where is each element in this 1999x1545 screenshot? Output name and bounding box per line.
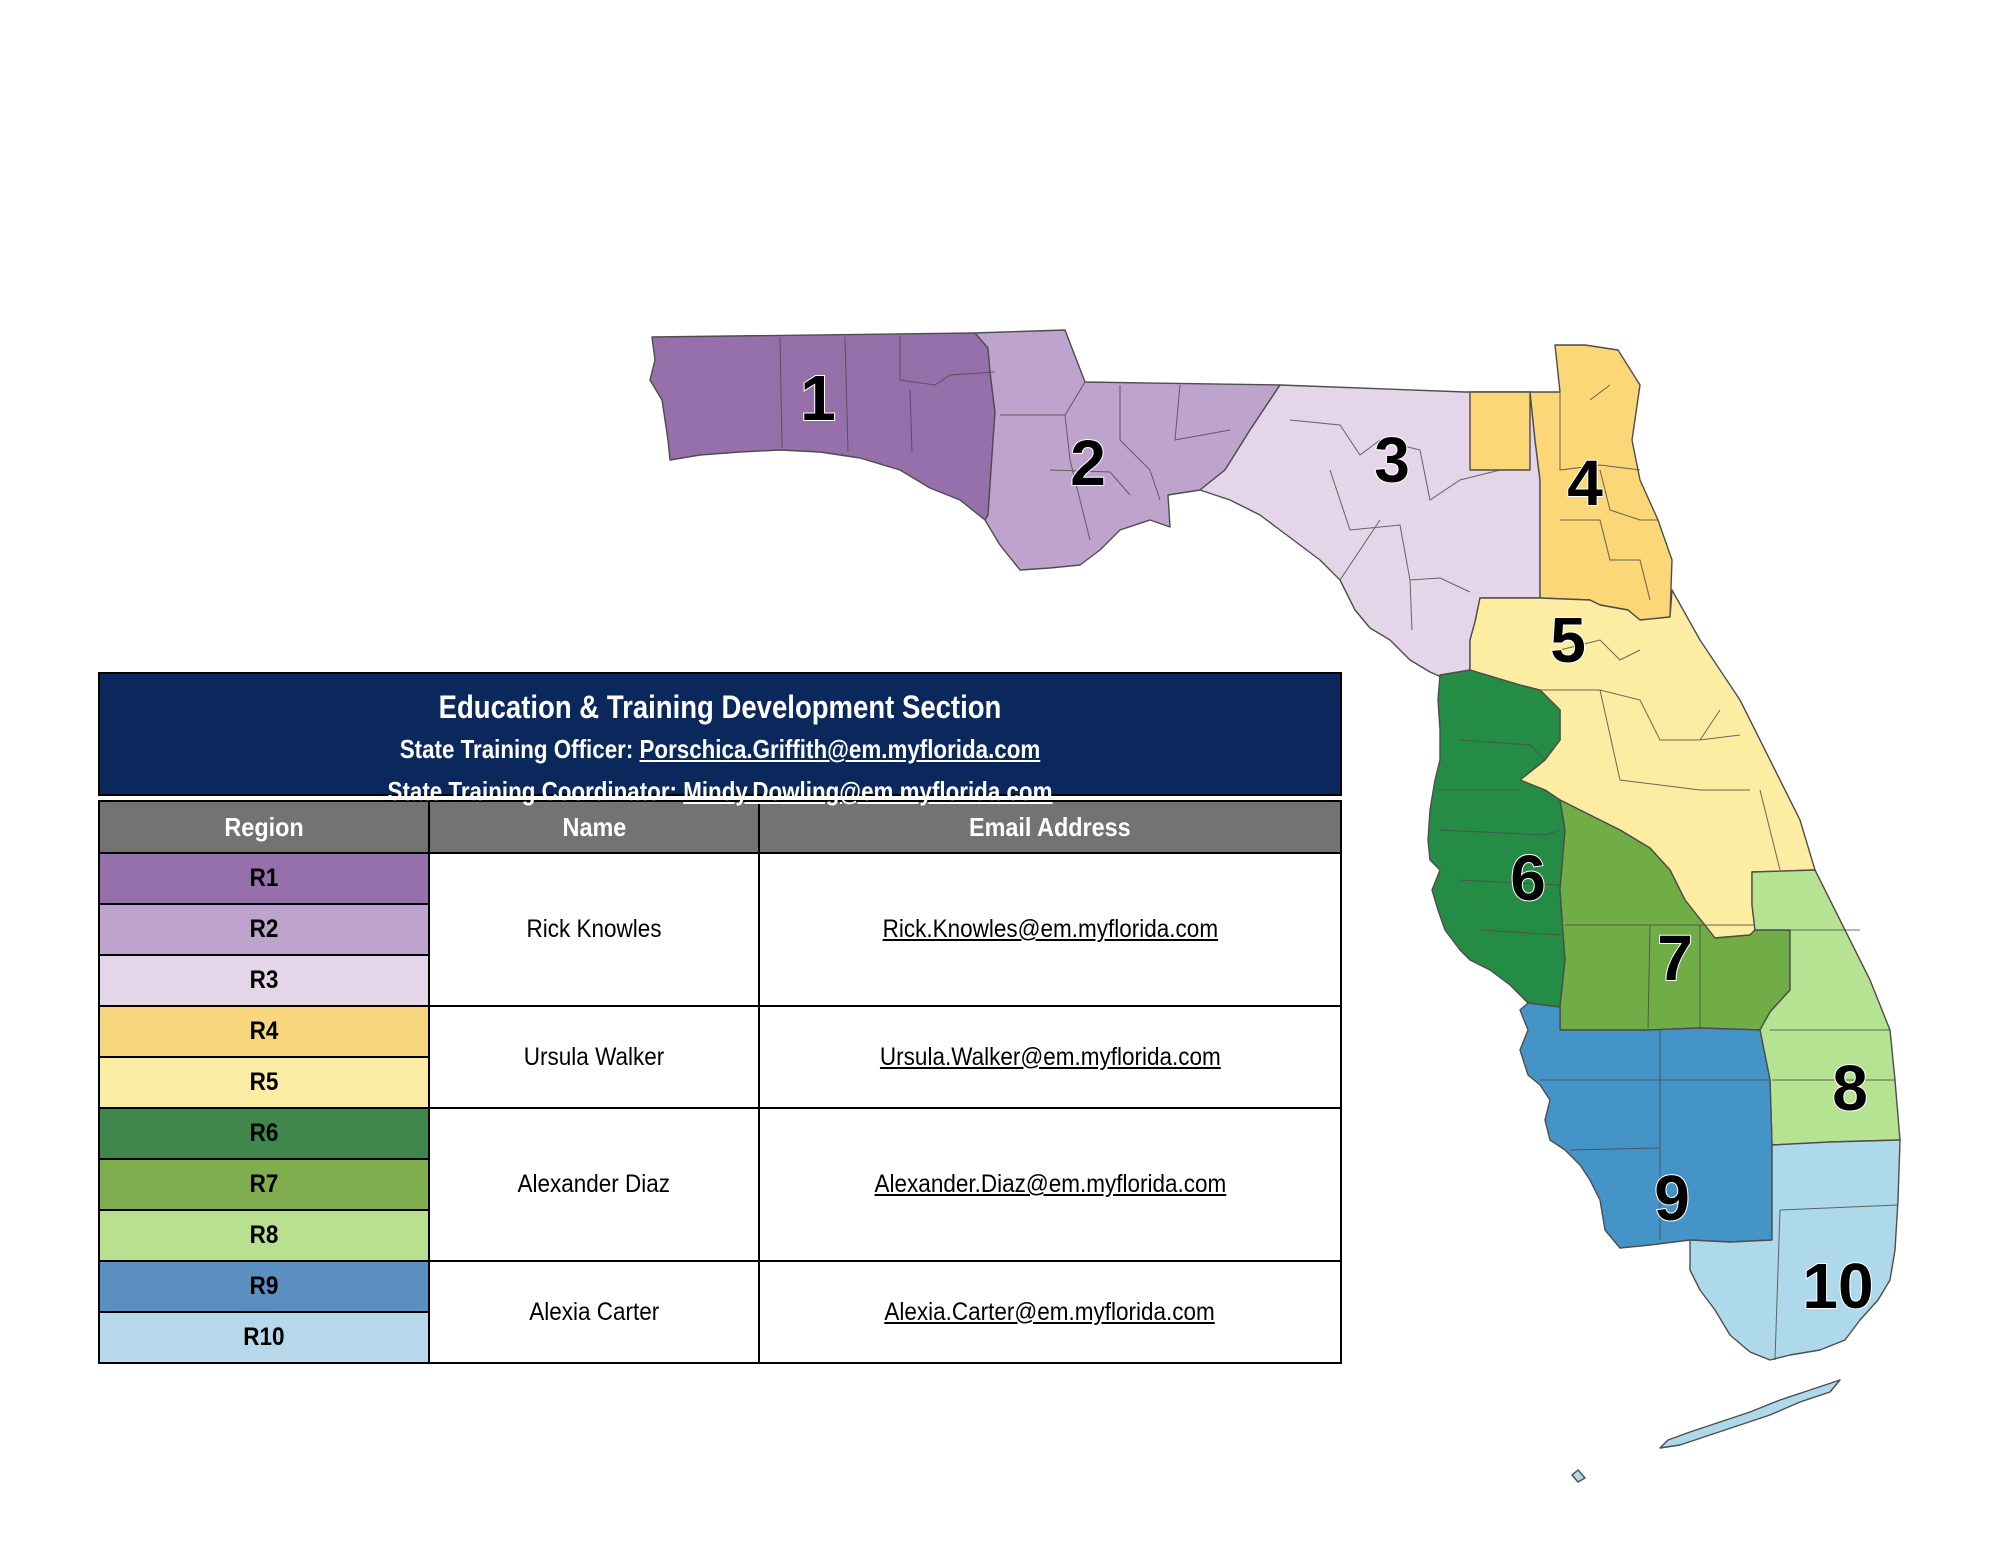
- region-9-area: [1519, 1002, 1773, 1249]
- region-10-area: [1571, 1139, 1901, 1483]
- map-label-region-5: 5: [1550, 604, 1586, 676]
- region-8-area: [1751, 869, 1901, 1146]
- map-label-region-9: 9: [1654, 1162, 1690, 1234]
- map-label-region-2: 2: [1070, 427, 1106, 499]
- table-row: R4 Ursula Walker Ursula.Walker@em.myflor…: [98, 1005, 1342, 1109]
- table-row: R5: [98, 1056, 1341, 1109]
- coordinator-label: State Training Coordinator:: [387, 776, 684, 806]
- officer-line: State Training Officer: Porschica.Griffi…: [187, 728, 1253, 770]
- officer-email-link[interactable]: Porschica.Griffith@em.myflorida.com: [639, 734, 1041, 764]
- column-header-region: Region: [98, 800, 430, 854]
- region-cell-r4: R4: [98, 1005, 430, 1058]
- region-cell-r3: R3: [98, 954, 430, 1007]
- map-label-region-7: 7: [1657, 922, 1693, 994]
- table-row: R3: [98, 954, 1341, 1007]
- map-label-region-3: 3: [1374, 424, 1410, 496]
- contact-email-link[interactable]: Ursula.Walker@em.myflorida.com: [879, 1042, 1221, 1071]
- region-cell-r5: R5: [98, 1056, 430, 1109]
- contact-email-cell: Alexander.Diaz@em.myflorida.com: [758, 1107, 1342, 1262]
- contact-name-cell: Alexia Carter: [428, 1260, 760, 1364]
- region-6-area: [1427, 669, 1566, 1008]
- column-header-email: Email Address: [758, 800, 1342, 854]
- officer-label: State Training Officer:: [399, 734, 640, 764]
- column-header-name: Name: [428, 800, 760, 854]
- map-label-region-4: 4: [1567, 447, 1603, 519]
- region-cell-r10: R10: [98, 1311, 430, 1364]
- section-title: Education & Training Development Section: [438, 689, 1002, 725]
- region-cell-r6: R6: [98, 1107, 430, 1160]
- map-label-region-8: 8: [1832, 1052, 1868, 1124]
- contact-email-cell: Rick.Knowles@em.myflorida.com: [758, 852, 1342, 1007]
- table-header-row: Region Name Email Address: [98, 800, 1342, 854]
- table-row: R2: [98, 903, 1341, 956]
- contact-name-cell: Alexander Diaz: [428, 1107, 760, 1262]
- contact-email-cell: Alexia.Carter@em.myflorida.com: [758, 1260, 1342, 1364]
- contact-email-link[interactable]: Rick.Knowles@em.myflorida.com: [882, 915, 1218, 943]
- region-2-area: [974, 329, 1281, 571]
- map-label-region-1: 1: [800, 362, 836, 434]
- map-label-region-6: 6: [1510, 842, 1546, 914]
- region-cell-r9: R9: [98, 1260, 430, 1313]
- region-cell-r1: R1: [98, 852, 430, 905]
- regional-contacts-panel: Education & Training Development Section…: [98, 672, 1342, 1364]
- table-row: R7: [98, 1158, 1341, 1211]
- region-cell-r8: R8: [98, 1209, 430, 1262]
- table-row: R9 Alexia Carter Alexia.Carter@em.myflor…: [98, 1260, 1342, 1364]
- region-cell-r7: R7: [98, 1158, 430, 1211]
- coordinator-line: State Training Coordinator: Mindy.Dowlin…: [187, 770, 1253, 812]
- region-cell-r2: R2: [98, 903, 430, 956]
- contact-name-cell: Ursula Walker: [428, 1005, 760, 1109]
- county-boundaries: [779, 336, 1899, 1361]
- section-header: Education & Training Development Section…: [98, 672, 1342, 806]
- coordinator-email-link[interactable]: Mindy.Dowling@em.myflorida.com: [683, 776, 1053, 806]
- contact-email-link[interactable]: Alexia.Carter@em.myflorida.com: [884, 1297, 1216, 1326]
- table-row: R10: [98, 1311, 1341, 1364]
- region-contacts-table: Region Name Email Address R1 Rick Knowle…: [98, 800, 1342, 1364]
- table-row: R6 Alexander Diaz Alexander.Diaz@em.myfl…: [98, 1107, 1342, 1262]
- table-row: R1 Rick Knowles Rick.Knowles@em.myflorid…: [98, 852, 1342, 1007]
- contact-email-cell: Ursula.Walker@em.myflorida.com: [758, 1005, 1342, 1109]
- map-label-region-10: 10: [1802, 1250, 1873, 1322]
- table-row: R8: [98, 1209, 1341, 1262]
- contact-email-link[interactable]: Alexander.Diaz@em.myflorida.com: [874, 1170, 1226, 1198]
- contact-name-cell: Rick Knowles: [428, 852, 760, 1007]
